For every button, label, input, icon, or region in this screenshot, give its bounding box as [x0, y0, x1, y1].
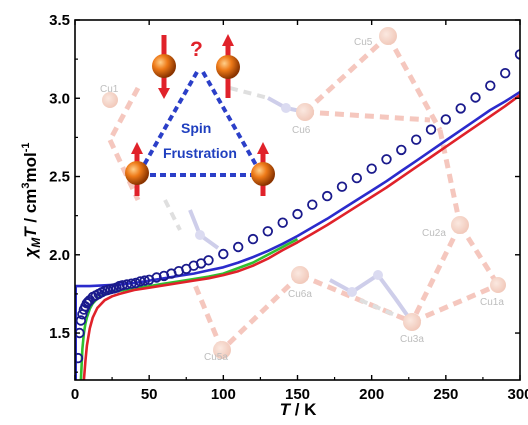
bg-label-cu6a: Cu6a	[288, 289, 312, 300]
question-mark: ?	[190, 38, 203, 61]
data-point	[470, 92, 481, 103]
data-point	[247, 233, 259, 245]
bg-label-cu3a: Cu3a	[400, 334, 424, 345]
spin-up-sphere-left	[125, 142, 149, 196]
data-point	[485, 80, 496, 91]
data-point	[262, 226, 274, 237]
bg-label-cu6: Cu6	[292, 125, 311, 136]
x-tick-label: 300	[507, 386, 528, 403]
data-point	[411, 134, 422, 145]
background-structure: Cu5 Cu1 Cu6 Cu2a Cu6a Cu1a Cu3a Cu5a	[100, 27, 506, 363]
bg-label-cu1a: Cu1a	[480, 297, 504, 308]
series-line-3	[82, 94, 520, 380]
data-point	[81, 298, 93, 309]
data-point	[396, 144, 407, 156]
data-point	[307, 199, 318, 210]
data-point	[232, 241, 244, 253]
spin-up-sphere-right	[251, 142, 275, 196]
data-point	[277, 217, 288, 228]
y-axis-title: χMT / cm3mol-1	[20, 142, 43, 259]
tick-layer: 0 50 100 150 200 250 300 1.5 2.0 2.5 3.0 3.5	[49, 12, 528, 403]
x-tick-label: 250	[433, 386, 458, 403]
x-tick-label: 100	[211, 386, 236, 403]
data-layer	[75, 49, 520, 380]
data-point	[322, 190, 333, 202]
data-point	[381, 154, 392, 165]
data-point	[440, 114, 452, 125]
data-point	[139, 275, 150, 286]
y-tick-label: 1.5	[49, 325, 70, 342]
y-tick-label: 2.5	[49, 169, 70, 186]
spin-frustration-inset: ? Spin Frustration	[125, 34, 275, 196]
data-point	[425, 124, 437, 135]
x-tick-label: 150	[285, 386, 310, 403]
spin-up-sphere-top	[216, 34, 240, 98]
x-axis-title: T / K	[280, 400, 318, 419]
data-point	[336, 181, 348, 192]
data-point	[75, 315, 87, 326]
bg-label-cu5a: Cu5a	[204, 352, 228, 363]
bg-label-cu2a: Cu2a	[422, 228, 446, 239]
spin-label: Spin	[181, 120, 211, 136]
y-tick-label: 2.0	[49, 247, 70, 264]
data-point	[500, 67, 511, 79]
data-point	[218, 248, 229, 260]
x-tick-label: 200	[359, 386, 384, 403]
plot-frame	[74, 19, 521, 381]
bg-label-cu1: Cu1	[100, 84, 119, 95]
data-point	[151, 272, 162, 283]
bg-label-cu5: Cu5	[354, 37, 373, 48]
y-tick-label: 3.5	[49, 12, 70, 29]
data-point	[455, 103, 466, 114]
data-point	[514, 49, 520, 60]
data-point	[366, 163, 377, 174]
data-point	[292, 208, 303, 220]
series-line-1	[75, 90, 520, 380]
frustration-label: Frustration	[163, 145, 237, 161]
spin-down-sphere	[152, 35, 176, 99]
data-point	[75, 352, 84, 364]
data-point	[203, 255, 214, 266]
y-tick-label: 3.0	[49, 90, 70, 107]
data-point	[351, 172, 363, 184]
x-tick-label: 50	[141, 386, 158, 403]
x-tick-label: 0	[71, 386, 79, 403]
